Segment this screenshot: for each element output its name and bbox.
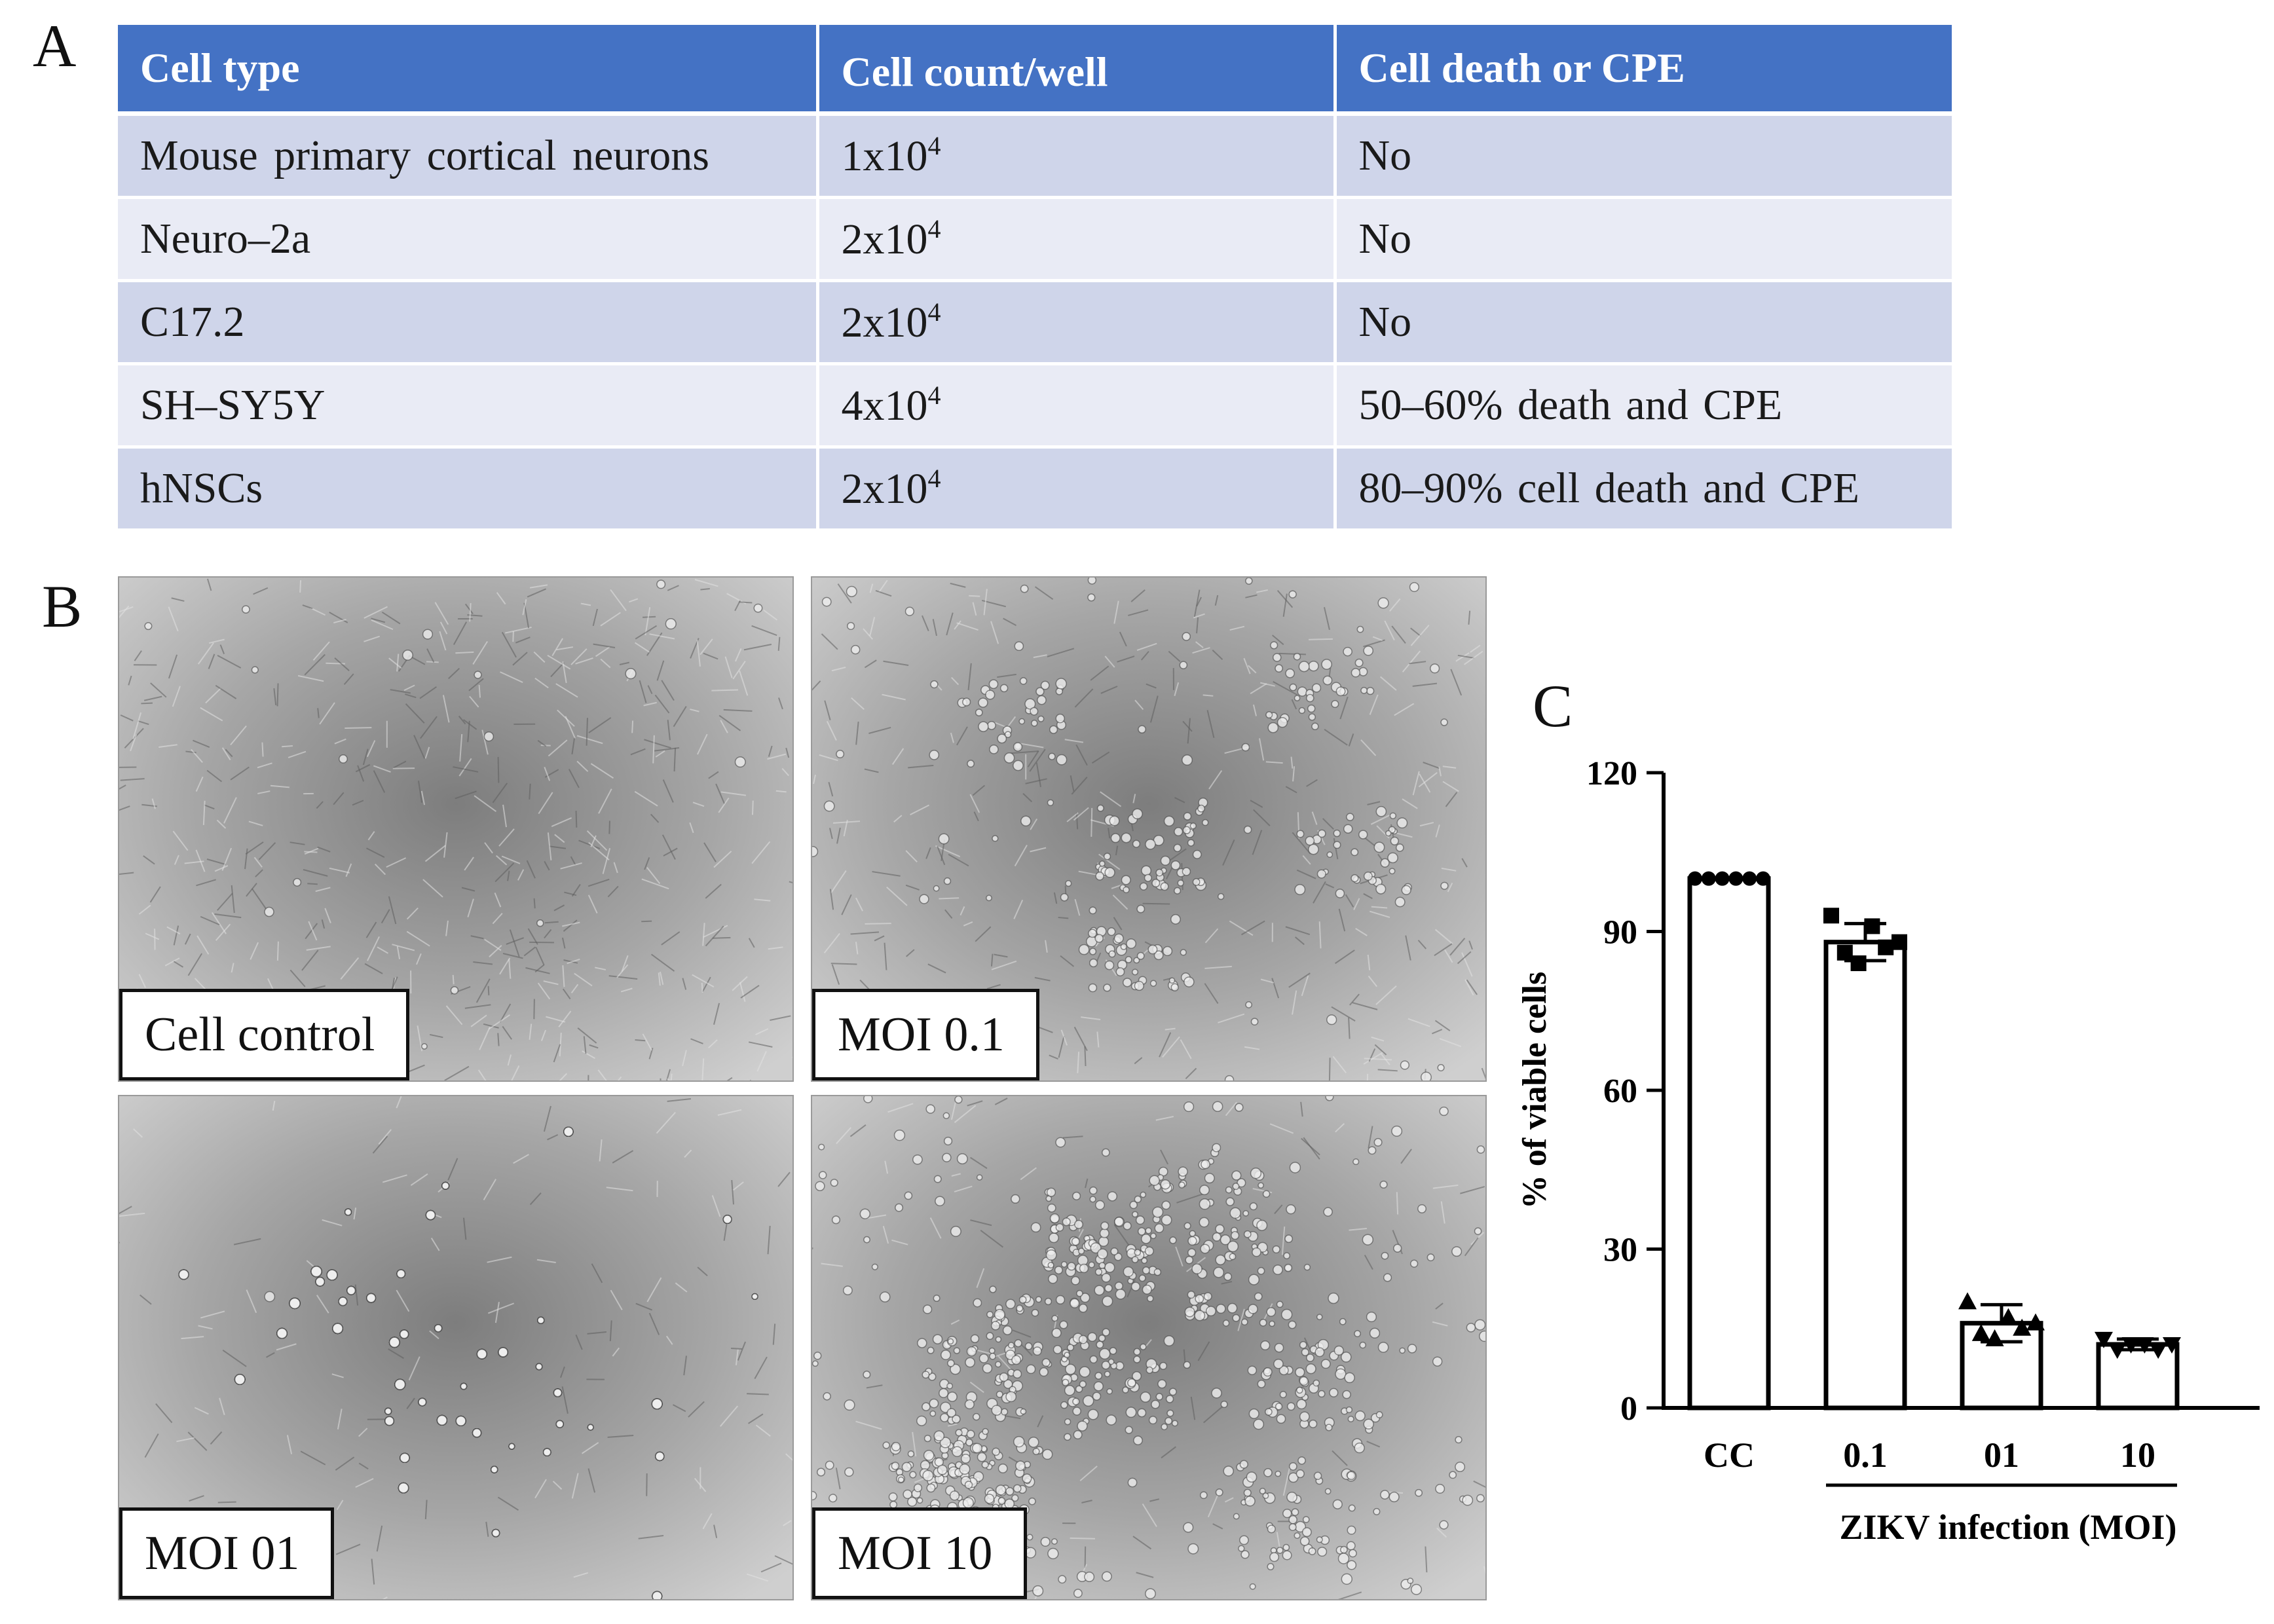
cell-count-base: 4x10: [841, 382, 928, 430]
y-tick-label: 90: [1603, 914, 1637, 951]
data-point: [2013, 1318, 2032, 1336]
table-row: C17.2 2x104 No: [118, 280, 1952, 365]
cell-count-exponent: 4: [927, 214, 941, 244]
micrograph-label: MOI 10: [812, 1507, 1028, 1599]
cell-count-exponent: 4: [927, 380, 941, 410]
cell-type-table: Cell type Cell count/well Cell death or …: [118, 25, 1952, 532]
viability-bar-chart: 0 30 60 90 120 % of viable cells CC 0.1 01 10 ZIKV…: [1516, 755, 2260, 1547]
cell-count-exponent: 4: [927, 464, 941, 493]
data-point: [2026, 1313, 2045, 1331]
y-tick-label: 0: [1620, 1390, 1637, 1428]
cell-count-exponent: 4: [927, 297, 941, 327]
cell-texture: [119, 1096, 792, 1599]
bar: [2096, 1342, 2180, 1411]
micrograph-moi-0-1: MOI 0.1: [811, 576, 1487, 1082]
micrograph-moi-01: MOI 01: [118, 1095, 794, 1600]
cell-death-cell: No: [1335, 197, 1952, 282]
header-cell-death: Cell death or CPE: [1335, 25, 1952, 116]
cell-texture: [812, 578, 1485, 1080]
data-point: [2121, 1337, 2140, 1354]
data-point: [1701, 871, 1716, 886]
x-tick-label: 10: [2120, 1435, 2155, 1475]
data-point: [2163, 1337, 2181, 1354]
cell-count-cell: 1x104: [817, 113, 1337, 199]
table-header-row: Cell type Cell count/well Cell death or …: [118, 25, 1952, 116]
bar: [1823, 940, 1907, 1411]
cell-count-base: 1x10: [841, 132, 928, 180]
y-tick-label: 120: [1586, 755, 1637, 792]
data-point: [1971, 1323, 1990, 1341]
cell-type-cell: Neuro–2a: [118, 197, 819, 282]
data-point: [1715, 871, 1730, 886]
data-point: [1958, 1292, 1977, 1310]
data-point: [1688, 871, 1702, 886]
micrograph-label: Cell control: [119, 989, 410, 1080]
data-point: [1823, 908, 1839, 924]
data-point: [2095, 1331, 2113, 1348]
cell-type-cell: hNSCs: [118, 447, 819, 532]
cell-count-cell: 4x104: [817, 363, 1337, 449]
cell-count-exponent: 4: [927, 131, 941, 160]
y-tick-label: 30: [1603, 1232, 1637, 1269]
data-point: [1756, 871, 1770, 886]
data-point: [1878, 939, 1894, 955]
cell-count-cell: 2x104: [817, 280, 1337, 365]
data-point: [2108, 1342, 2127, 1359]
panel-c-label: C: [1533, 673, 1573, 739]
table-row: hNSCs 2x104 80–90% cell death and CPE: [118, 447, 1952, 532]
cell-death-cell: No: [1335, 113, 1952, 199]
cell-death-cell: No: [1335, 280, 1952, 365]
table-row: SH–SY5Y 4x104 50–60% death and CPE: [118, 363, 1952, 449]
cell-type-cell: C17.2: [118, 280, 819, 365]
bar: [1960, 1321, 2043, 1411]
data-point: [1850, 955, 1867, 971]
data-point: [1892, 934, 1907, 950]
x-tick-label: 0.1: [1843, 1435, 1888, 1475]
cell-type-cell: Mouse primary cortical neurons: [118, 113, 819, 199]
data-point: [1864, 918, 1880, 934]
micrograph-cell-control: Cell control: [118, 576, 794, 1082]
table-row: Mouse primary cortical neurons 1x104 No: [118, 113, 1952, 199]
x-axis-title: ZIKV infection (MOI): [1840, 1507, 2177, 1547]
cell-count-base: 2x10: [841, 215, 928, 263]
panel-a-label: A: [33, 12, 77, 79]
micrograph-moi-10: MOI 10: [811, 1095, 1487, 1600]
cell-texture: [812, 1096, 1485, 1599]
data-point: [2135, 1337, 2154, 1354]
x-tick-label: CC: [1704, 1435, 1755, 1475]
data-point: [1999, 1308, 2018, 1325]
header-cell-type: Cell type: [118, 25, 819, 116]
x-tick-label: 01: [1984, 1435, 2019, 1475]
y-tick-label: 60: [1603, 1073, 1637, 1110]
cell-death-cell: 80–90% cell death and CPE: [1335, 447, 1952, 532]
data-point: [2149, 1342, 2168, 1359]
cell-count-cell: 2x104: [817, 447, 1337, 532]
data-point: [1742, 871, 1757, 886]
panel-b-label: B: [42, 573, 83, 640]
header-cell-count: Cell count/well: [817, 25, 1337, 116]
table-row: Neuro–2a 2x104 No: [118, 197, 1952, 282]
data-point: [1836, 944, 1853, 961]
micrograph-label: MOI 0.1: [812, 989, 1039, 1080]
data-point: [1985, 1329, 2004, 1346]
cell-count-base: 2x10: [841, 465, 928, 513]
cell-count-cell: 2x104: [817, 197, 1337, 282]
cell-texture: [119, 578, 792, 1080]
data-point: [1728, 871, 1743, 886]
cell-death-cell: 50–60% death and CPE: [1335, 363, 1952, 449]
micrograph-label: MOI 01: [119, 1507, 335, 1599]
cell-type-cell: SH–SY5Y: [118, 363, 819, 449]
y-axis-title: % of viable cells: [1516, 972, 1554, 1209]
bar: [1687, 876, 1771, 1411]
cell-count-base: 2x10: [841, 299, 928, 346]
